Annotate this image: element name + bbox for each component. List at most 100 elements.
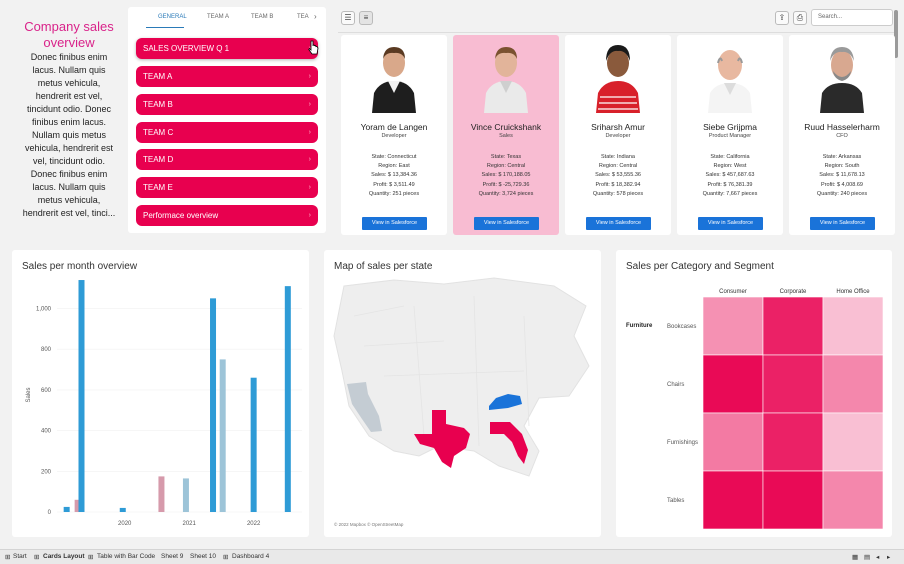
nav-button-team-c[interactable]: TEAM C › [136,122,318,143]
heatmap-cell [822,470,884,530]
intro-text: Donec finibus enim lacus. Nullam quis me… [22,52,116,218]
bar [78,280,85,512]
x-tick-label: 2022 [247,521,261,527]
row-label: Tables [667,498,684,504]
sales-map[interactable]: © 2022 Mapbox © OpenStreetMap [324,276,601,537]
kentucky-region[interactable] [489,394,522,410]
person-card-selected: Vince Cruickshank Sales State: Texas Reg… [453,35,559,235]
person-role: Developer [381,133,407,139]
nav-button-team-d[interactable]: TEAM D › [136,149,318,170]
filter-lines-icon[interactable]: ≡ [359,11,373,25]
search-input[interactable]: Search... [811,9,893,26]
person-sales: Sales: $ 13,384.36 [371,172,417,179]
bar [210,298,217,512]
sheet-tab-dashboard-4[interactable]: Dashboard 4 [232,553,270,560]
nav-button-performance[interactable]: Performace overview › [136,205,318,226]
bar [250,377,257,512]
x-tick-label: 2021 [182,521,196,527]
print-icon[interactable]: ⎙ [793,11,807,25]
tab-team-b[interactable]: TEAM B [251,14,274,20]
texas-region[interactable] [414,410,470,468]
chevron-right-icon: › [308,212,311,219]
nav-button-team-a[interactable]: TEAM A › [136,66,318,87]
view-in-salesforce-button[interactable]: View in Salesforce [474,217,539,230]
person-sales: Sales: $ 11,678.13 [819,172,865,179]
chevron-right-icon: › [308,73,311,80]
person-region: Region: Central [598,163,638,170]
person-role: CFO [836,133,848,139]
person-role: Developer [605,133,631,139]
grid-view-icon[interactable]: ▦ [852,554,859,561]
bar [219,359,226,512]
view-in-salesforce-button[interactable]: View in Salesforce [810,217,875,230]
person-name: Ruud Hasselerharm [804,122,880,132]
heatmap-cell [822,354,884,414]
y-tick-label: 0 [48,510,52,516]
sheet-tab-start[interactable]: Start [13,553,27,560]
export-icon[interactable]: ⇪ [775,11,789,25]
list-icon[interactable]: ☰ [341,11,355,25]
person-state: State: California [710,154,750,160]
sales-per-month-panel: Sales per month overview 0 200 400 600 800 1,… [12,250,309,537]
person-state: State: Connecticut [371,154,417,160]
person-name: Sriharsh Amur [591,122,645,132]
category-segment-panel: Sales per Category and Segment Consumer C… [616,250,892,537]
heatmap[interactable]: Consumer Corporate Home Office Furniture Boo… [616,250,892,537]
heatmap-cell [762,470,824,530]
person-quantity: Quantity: 7,667 pieces [702,190,758,197]
avatar [708,50,752,113]
chevron-right-icon: › [308,129,311,136]
person-card: Sriharsh Amur Developer State: Indiana R… [565,35,671,235]
land-mass [333,277,590,477]
tab-scroll-right-icon[interactable]: › [314,12,317,21]
sheet-tab-table-bar-code[interactable]: Table with Bar Code [97,553,156,560]
map-panel: Map of sales per state © 2022 Mapbox © O… [324,250,601,537]
map-title: Map of sales per state [334,261,433,272]
person-card: Siebe Grijpma Product Manager State: Cal… [677,35,783,235]
previous-sheet-icon[interactable]: ◂ [876,554,880,561]
heatmap-cell [762,296,824,356]
view-in-salesforce-button[interactable]: View in Salesforce [698,217,763,230]
person-card: Ruud Hasselerharm CFO State: Arkansas Re… [789,35,895,235]
tab-team-c[interactable]: TEA [297,14,309,20]
tab-team-a[interactable]: TEAM A [207,14,230,20]
bar [284,286,291,512]
person-stats: State: Arkansas Region: South Sales: $ 1… [789,153,895,199]
california-region[interactable] [347,382,382,432]
dashboard-icon: ⊞ [34,554,40,561]
mouse-cursor-icon [308,40,319,55]
list-view-icon[interactable]: ▤ [864,554,871,561]
person-quantity: Quantity: 240 pieces [816,190,868,197]
florida-region[interactable] [490,422,528,464]
map-credit: © 2022 Mapbox © OpenStreetMap [334,521,404,527]
vertical-scrollbar[interactable] [894,10,898,58]
nav-button-team-b[interactable]: TEAM B › [136,94,318,115]
nav-button-sales-overview[interactable]: SALES OVERVIEW Q 1› [136,38,318,59]
nav-panel: GENERAL TEAM A TEAM B TEA › SALES OVERVI… [128,7,326,233]
nav-button-label: TEAM C [143,128,174,137]
y-tick-label: 400 [41,429,52,435]
next-sheet-icon[interactable]: ▸ [887,554,891,561]
person-state: State: Indiana [601,154,635,160]
sheet-tab-sheet-10[interactable]: Sheet 10 [190,553,217,560]
bar [63,506,70,512]
view-in-salesforce-button[interactable]: View in Salesforce [362,217,427,230]
sheet-tab-cards-layout[interactable]: Cards Layout [43,553,85,560]
tab-general[interactable]: GENERAL [158,14,187,20]
column-header: Consumer [719,289,747,295]
sheet-tab-sheet-9[interactable]: Sheet 9 [161,553,184,560]
person-sales: Sales: $ 170,188.05 [481,172,531,179]
nav-button-label: Performace overview [143,211,219,220]
y-axis-label: Sales [26,387,32,402]
view-in-salesforce-button[interactable]: View in Salesforce [586,217,651,230]
heatmap-cell [702,412,764,472]
person-profit: Profit: $ 18,382.94 [595,181,641,188]
bar [74,499,81,512]
row-group-label: Furniture [626,323,653,329]
person-profit: Profit: $ 3,511.49 [373,181,415,188]
nav-button-label: TEAM B [143,100,173,109]
nav-button-team-e[interactable]: TEAM E › [136,177,318,198]
page-title: Company sales overview [24,19,114,50]
y-tick-label: 600 [41,388,52,394]
